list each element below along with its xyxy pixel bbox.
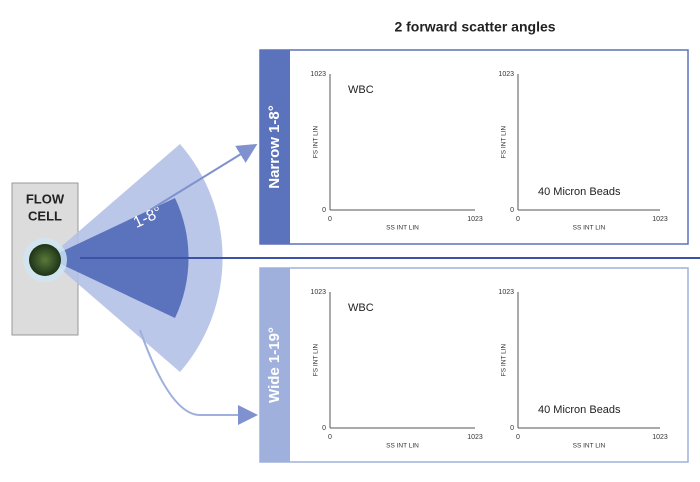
flow-cell-label: FLOW bbox=[26, 191, 65, 206]
axis-origin: 0 bbox=[328, 216, 332, 223]
title: 2 forward scatter angles bbox=[394, 19, 555, 35]
arrow bbox=[139, 329, 258, 425]
axis-origin: 0 bbox=[322, 425, 326, 432]
plot-label: WBC bbox=[348, 302, 374, 314]
axis-title: FS INT LIN bbox=[501, 344, 508, 377]
row-label: Narrow 1-8° bbox=[266, 105, 283, 189]
row-band bbox=[260, 268, 290, 462]
axis-origin: 0 bbox=[328, 434, 332, 441]
axis-max: 1023 bbox=[467, 216, 483, 223]
axis-max: 1023 bbox=[467, 434, 483, 441]
row-band bbox=[260, 50, 290, 244]
axis-max: 1023 bbox=[498, 71, 514, 78]
axis-title: SS INT LIN bbox=[573, 443, 606, 450]
axis-origin: 0 bbox=[516, 216, 520, 223]
axis-origin: 0 bbox=[510, 425, 514, 432]
axis-max: 1023 bbox=[310, 71, 326, 78]
plot-label: 40 Micron Beads bbox=[538, 186, 621, 198]
row-label: Wide 1-19° bbox=[266, 327, 283, 403]
axis-title: SS INT LIN bbox=[386, 225, 419, 232]
row-panel bbox=[259, 267, 689, 463]
axis-title: SS INT LIN bbox=[386, 443, 419, 450]
axis-title: SS INT LIN bbox=[573, 225, 606, 232]
arrow bbox=[149, 143, 258, 211]
axis-max: 1023 bbox=[310, 289, 326, 296]
axis-origin: 0 bbox=[510, 207, 514, 214]
cell bbox=[29, 244, 61, 276]
axis-origin: 0 bbox=[322, 207, 326, 214]
axis-title: FS INT LIN bbox=[313, 126, 320, 159]
axis-max: 1023 bbox=[652, 216, 668, 223]
axis-origin: 0 bbox=[516, 434, 520, 441]
plot-label: 40 Micron Beads bbox=[538, 404, 621, 416]
plot-label: WBC bbox=[348, 84, 374, 96]
axis-title: FS INT LIN bbox=[501, 126, 508, 159]
flow-cell-label: CELL bbox=[28, 208, 62, 223]
axis-max: 1023 bbox=[652, 434, 668, 441]
axis-max: 1023 bbox=[498, 289, 514, 296]
axis-title: FS INT LIN bbox=[313, 344, 320, 377]
